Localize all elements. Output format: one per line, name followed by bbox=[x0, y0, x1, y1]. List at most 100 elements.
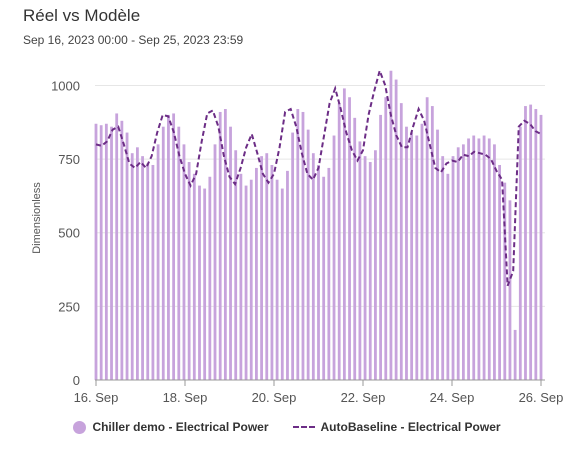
bar[interactable] bbox=[363, 156, 367, 380]
bar[interactable] bbox=[508, 200, 512, 380]
bar[interactable] bbox=[425, 97, 429, 381]
bar[interactable] bbox=[260, 156, 263, 380]
bar[interactable] bbox=[389, 70, 393, 380]
bar[interactable] bbox=[311, 153, 315, 380]
bar[interactable] bbox=[487, 138, 491, 380]
bar[interactable] bbox=[223, 109, 227, 381]
bar[interactable] bbox=[156, 144, 160, 380]
bar[interactable] bbox=[167, 114, 170, 380]
legend-label-bars: Chiller demo - Electrical Power bbox=[92, 420, 269, 434]
bar[interactable] bbox=[322, 176, 326, 380]
bar[interactable] bbox=[410, 132, 414, 380]
bar[interactable] bbox=[467, 138, 470, 380]
bar[interactable] bbox=[136, 147, 139, 380]
chart-subtitle: Sep 16, 2023 00:00 - Sep 25, 2023 23:59 bbox=[23, 33, 244, 47]
bar[interactable] bbox=[451, 156, 455, 380]
bar[interactable] bbox=[239, 173, 243, 380]
bar[interactable] bbox=[187, 162, 191, 380]
bar[interactable] bbox=[353, 117, 357, 380]
bar[interactable] bbox=[208, 176, 212, 380]
bar[interactable] bbox=[306, 129, 310, 380]
bar[interactable] bbox=[104, 123, 108, 380]
bar[interactable] bbox=[446, 173, 450, 380]
y-tick-label: 0 bbox=[73, 373, 80, 388]
bar[interactable] bbox=[280, 188, 284, 380]
bar[interactable] bbox=[482, 135, 486, 380]
bar[interactable] bbox=[539, 114, 543, 380]
bar[interactable] bbox=[286, 170, 289, 380]
bar[interactable] bbox=[415, 135, 419, 380]
bar[interactable] bbox=[317, 164, 320, 380]
bar[interactable] bbox=[436, 129, 439, 380]
bar[interactable] bbox=[430, 106, 434, 380]
bar[interactable] bbox=[524, 106, 527, 380]
bar[interactable] bbox=[229, 126, 232, 380]
axes: 16. Sep 18. Sep 20. Sep 22. Sep 24. Sep 26. S… bbox=[74, 379, 563, 405]
bar[interactable] bbox=[374, 150, 377, 380]
bar[interactable] bbox=[265, 153, 269, 380]
bar[interactable] bbox=[503, 182, 507, 380]
bar[interactable] bbox=[203, 188, 207, 380]
bar[interactable] bbox=[332, 135, 336, 380]
bar[interactable] bbox=[513, 329, 517, 380]
bar[interactable] bbox=[234, 150, 238, 380]
bar[interactable] bbox=[477, 138, 481, 380]
legend-item-line[interactable]: AutoBaseline - Electrical Power bbox=[292, 420, 501, 434]
bar[interactable] bbox=[472, 135, 476, 380]
bar[interactable] bbox=[291, 132, 295, 380]
bar[interactable] bbox=[172, 113, 176, 380]
bar[interactable] bbox=[342, 88, 346, 381]
bar[interactable] bbox=[146, 163, 150, 380]
bar[interactable] bbox=[130, 153, 134, 380]
bar[interactable] bbox=[177, 126, 181, 380]
bar[interactable] bbox=[529, 104, 533, 380]
x-tick-label: 22. Sep bbox=[341, 390, 386, 405]
bar[interactable] bbox=[493, 144, 496, 380]
y-axis-label: Dimensionless bbox=[31, 182, 43, 254]
bar[interactable] bbox=[379, 114, 382, 380]
bar[interactable] bbox=[399, 103, 403, 380]
bar[interactable] bbox=[182, 144, 186, 380]
bar[interactable] bbox=[368, 162, 372, 380]
bar[interactable] bbox=[461, 144, 465, 380]
bar[interactable] bbox=[120, 120, 124, 381]
bar[interactable] bbox=[99, 125, 103, 380]
bar[interactable] bbox=[198, 185, 201, 380]
bar[interactable] bbox=[94, 123, 98, 380]
bar[interactable] bbox=[441, 156, 445, 380]
bar[interactable] bbox=[534, 109, 538, 381]
bar[interactable] bbox=[358, 141, 362, 380]
y-tick-label: 750 bbox=[58, 152, 80, 167]
bar[interactable] bbox=[275, 179, 279, 380]
bar[interactable] bbox=[327, 167, 331, 380]
bar[interactable] bbox=[270, 164, 274, 380]
bar[interactable] bbox=[498, 164, 501, 380]
bar[interactable] bbox=[420, 123, 424, 380]
legend-item-bars[interactable]: Chiller demo - Electrical Power bbox=[73, 420, 269, 434]
bar[interactable] bbox=[125, 132, 129, 380]
bar[interactable] bbox=[110, 126, 113, 380]
bar[interactable] bbox=[456, 147, 460, 380]
bar[interactable] bbox=[394, 79, 398, 380]
bar[interactable] bbox=[296, 109, 300, 381]
bar[interactable] bbox=[218, 111, 222, 381]
y-tick-label: 500 bbox=[58, 226, 80, 241]
y-tick-label: 1000 bbox=[51, 78, 80, 93]
bar[interactable] bbox=[192, 173, 196, 380]
grid-lines: 0 250 500 750 1000 bbox=[51, 78, 545, 388]
bar[interactable] bbox=[161, 126, 165, 380]
bar[interactable] bbox=[255, 167, 258, 380]
bar[interactable] bbox=[348, 97, 351, 381]
bar[interactable] bbox=[518, 126, 522, 380]
bar[interactable] bbox=[141, 156, 144, 380]
bar[interactable] bbox=[115, 113, 119, 380]
bar[interactable] bbox=[301, 111, 305, 381]
bar[interactable] bbox=[405, 126, 408, 380]
bar[interactable] bbox=[151, 164, 155, 380]
bar[interactable] bbox=[337, 103, 341, 380]
bar[interactable] bbox=[249, 179, 253, 380]
bar[interactable] bbox=[213, 144, 217, 380]
bar[interactable] bbox=[244, 185, 248, 380]
y-tick-label: 250 bbox=[58, 299, 80, 314]
bar[interactable] bbox=[384, 97, 388, 381]
